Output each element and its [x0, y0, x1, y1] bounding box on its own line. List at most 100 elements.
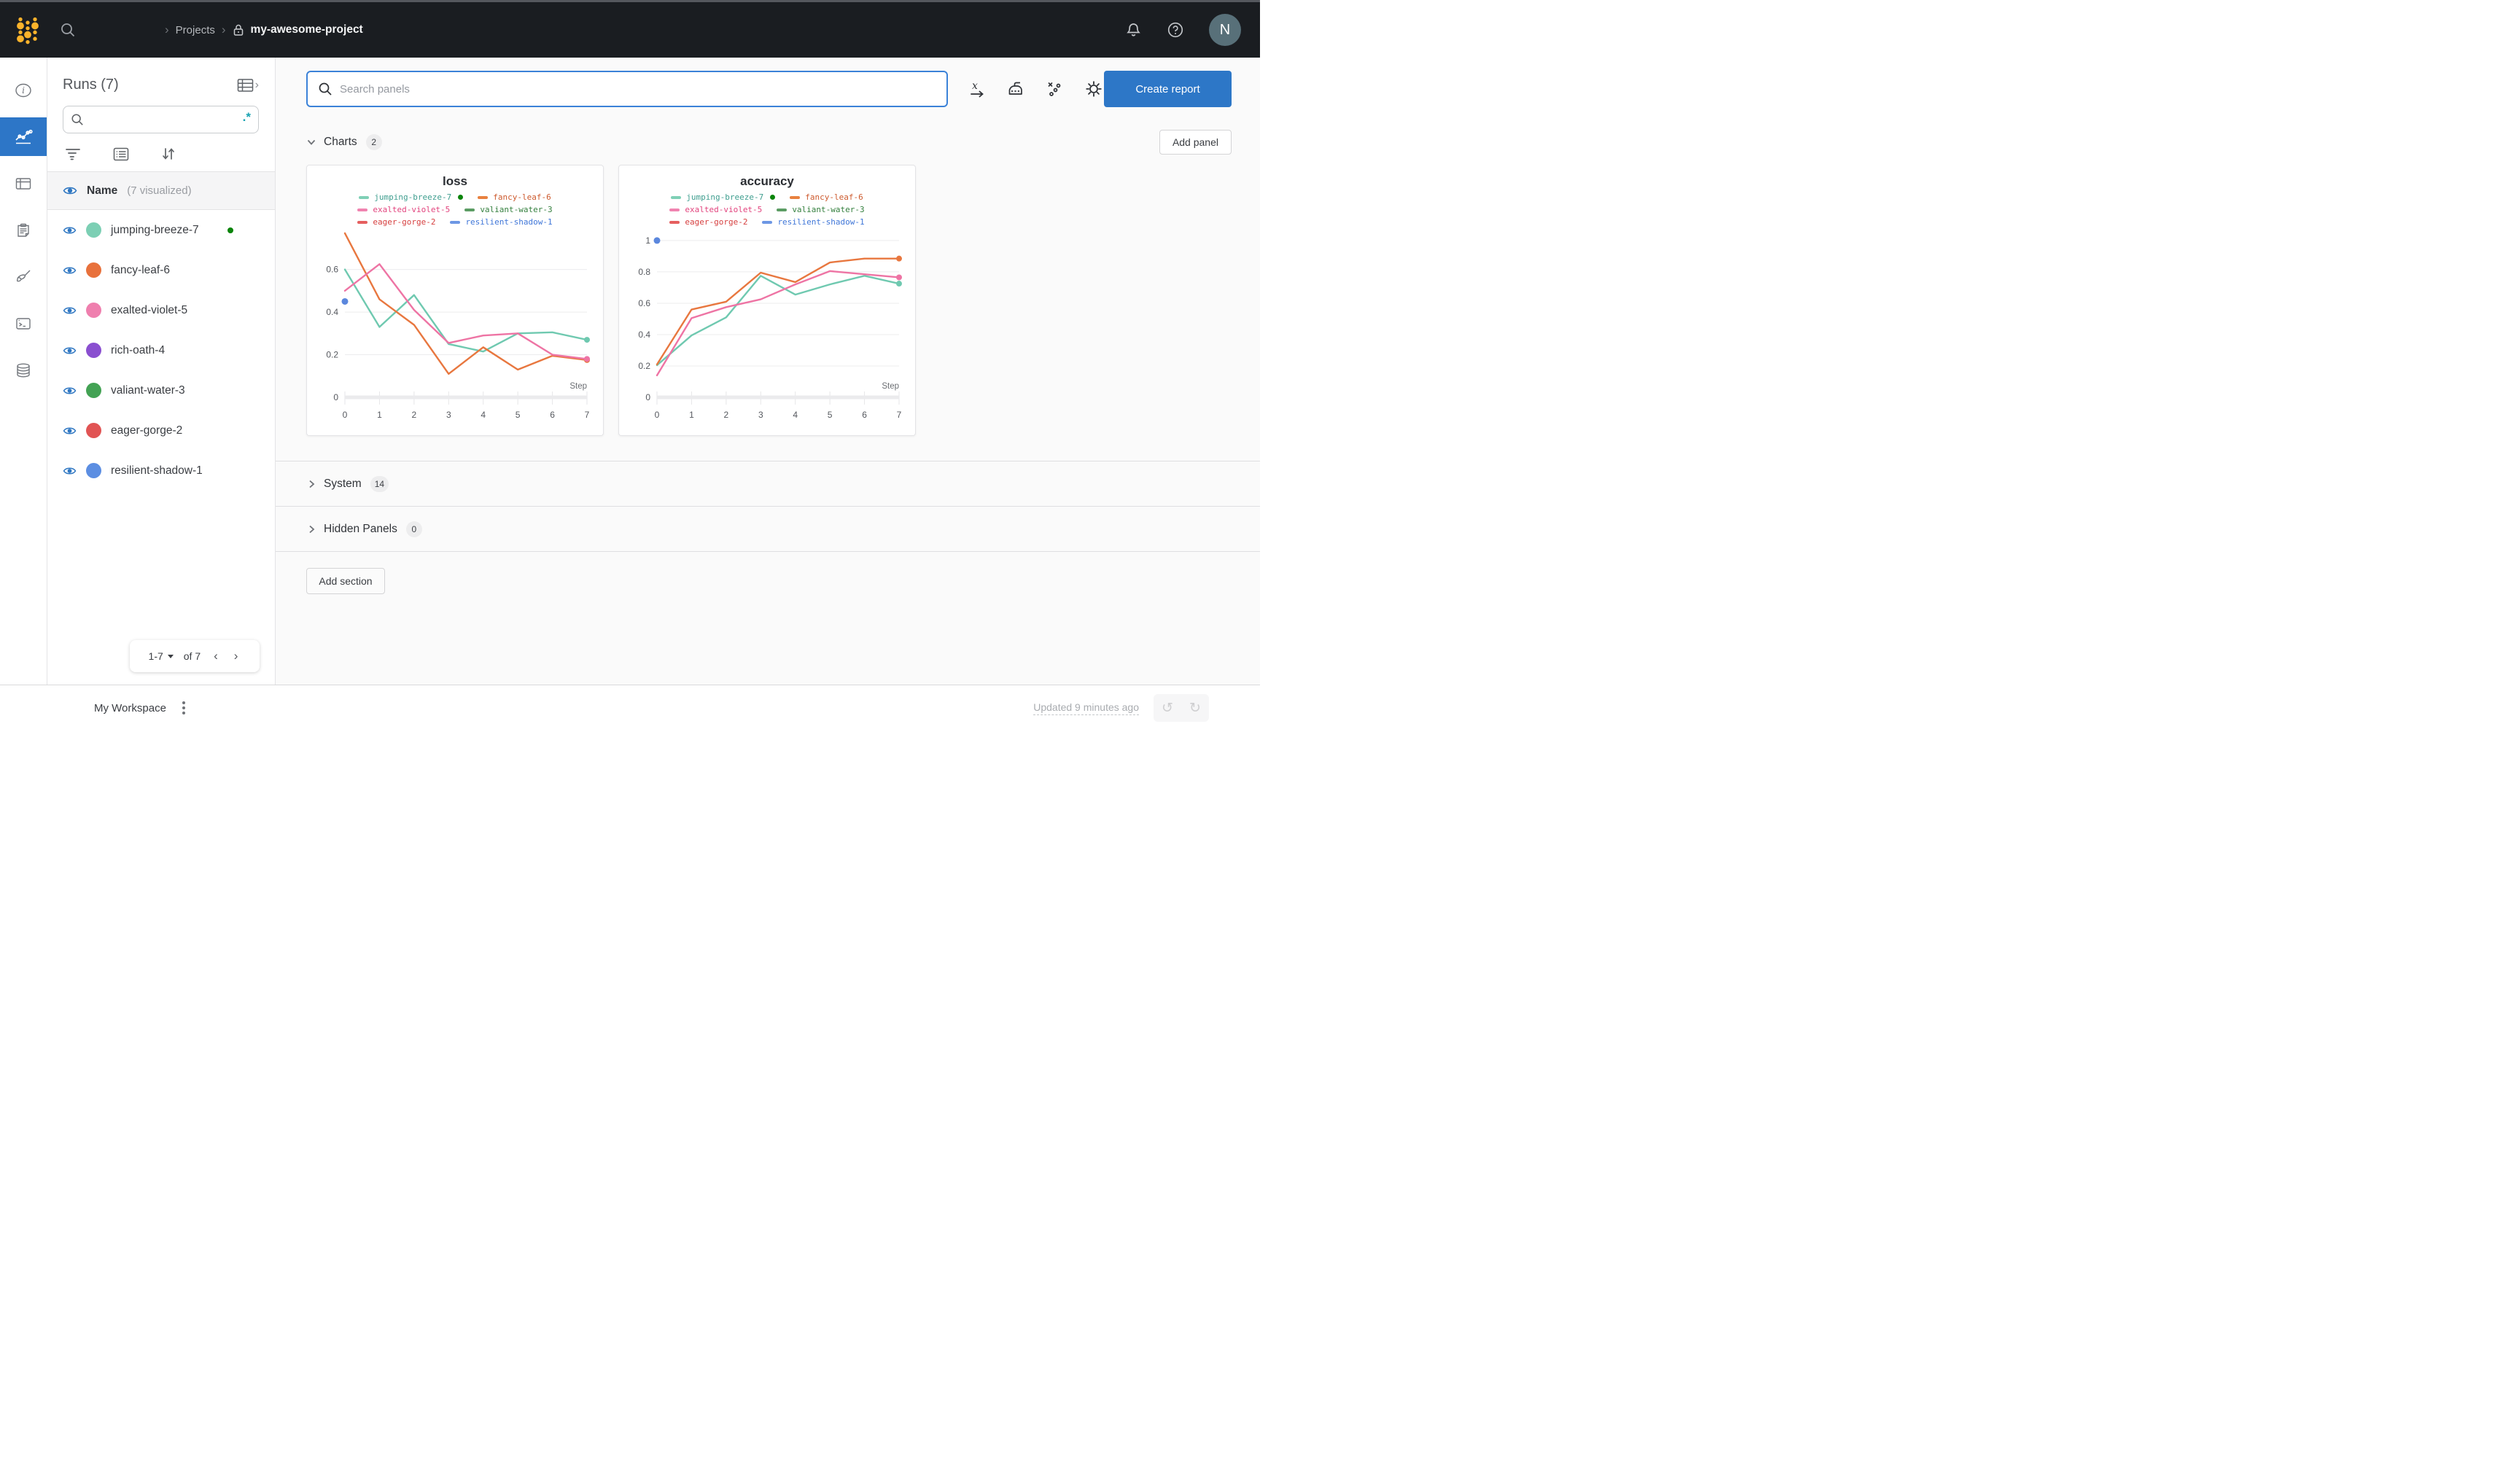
run-name[interactable]: fancy-leaf-6	[111, 263, 170, 276]
add-section-button[interactable]: Add section	[306, 568, 385, 594]
next-page-button[interactable]: ›	[233, 649, 238, 663]
rail-item-artifacts[interactable]	[0, 351, 47, 389]
rail-item-overview[interactable]: i	[0, 71, 47, 109]
legend-swatch-icon	[671, 195, 682, 199]
run-color-dot	[86, 463, 101, 478]
hidden-panels-section-label[interactable]: Hidden Panels	[324, 522, 397, 535]
panel-search-input[interactable]	[340, 82, 936, 96]
legend-entry: resilient-shadow-1	[450, 217, 553, 227]
bottom-bar: My Workspace Updated 9 minutes ago ↺ ↻	[0, 685, 1260, 730]
svg-text:6: 6	[550, 410, 555, 420]
undo-icon[interactable]: ↺	[1154, 694, 1181, 722]
chart-title: accuracy	[740, 174, 794, 188]
runs-search-input[interactable]	[90, 114, 243, 125]
run-row: rich-oath-4	[47, 330, 275, 370]
legend-entry: jumping-breeze-7	[359, 192, 464, 202]
dropdown-caret-icon	[167, 654, 174, 658]
run-name[interactable]: rich-oath-4	[111, 343, 166, 357]
filter-icon[interactable]	[65, 147, 81, 160]
run-name[interactable]: eager-gorge-2	[111, 424, 183, 437]
breadcrumb-projects-link[interactable]: Projects	[175, 23, 215, 36]
page-range-dropdown[interactable]: 1-7	[149, 650, 174, 662]
regex-toggle-icon[interactable]: .*	[242, 110, 251, 124]
lock-icon	[233, 23, 244, 36]
chart-panel-loss[interactable]: loss jumping-breeze-7 fancy-leaf-6 exalted-…	[306, 165, 604, 436]
visibility-all-eye-icon[interactable]	[63, 185, 77, 196]
chevron-right-icon[interactable]	[306, 524, 316, 534]
help-icon[interactable]	[1167, 21, 1184, 39]
svg-text:0: 0	[333, 392, 338, 402]
search-icon	[319, 82, 332, 96]
run-color-dot	[86, 423, 101, 438]
runs-sidebar: Runs (7) › .*	[47, 58, 276, 685]
hidden-panels-section-header: Hidden Panels 0	[276, 507, 1260, 551]
rail-item-table[interactable]	[0, 164, 47, 203]
rail-item-workspace[interactable]	[0, 117, 47, 156]
run-name[interactable]: valiant-water-3	[111, 383, 185, 397]
run-name[interactable]: exalted-violet-5	[111, 303, 188, 316]
smoothing-iron-icon[interactable]	[1007, 80, 1025, 98]
legend-swatch-icon	[357, 208, 368, 211]
group-list-icon[interactable]	[113, 147, 129, 161]
run-name[interactable]: resilient-shadow-1	[111, 464, 203, 477]
visualized-count-label: (7 visualized)	[127, 184, 192, 197]
legend-swatch-icon	[790, 195, 801, 199]
legend-entry: fancy-leaf-6	[790, 192, 863, 202]
visibility-eye-icon[interactable]	[63, 346, 77, 356]
visibility-eye-icon[interactable]	[63, 305, 77, 316]
breadcrumb-chevron: ›	[165, 23, 169, 36]
notifications-bell-icon[interactable]	[1125, 22, 1142, 39]
workspace-main: x	[276, 58, 1260, 685]
charts-section-label[interactable]: Charts	[324, 136, 357, 148]
workspace-toolbar: x	[306, 71, 1232, 107]
workspace-menu-kebab-icon[interactable]	[179, 698, 188, 717]
svg-text:Step: Step	[882, 382, 899, 391]
visibility-eye-icon[interactable]	[63, 466, 77, 476]
run-name[interactable]: jumping-breeze-7	[111, 223, 199, 236]
section-divider	[276, 551, 1260, 552]
chart-plot: 0 0.2 0.4 0.6 0 1 2 3 4 5 6 7 Step	[326, 232, 590, 420]
breadcrumb: › Projects › my-awesome-project	[165, 23, 363, 37]
chart-panel-accuracy[interactable]: accuracy jumping-breeze-7 fancy-leaf-6 exal…	[618, 165, 916, 436]
visibility-eye-icon[interactable]	[63, 386, 77, 396]
x-axis-settings-icon[interactable]: x	[968, 80, 987, 98]
breadcrumb-project-name[interactable]: my-awesome-project	[250, 23, 363, 36]
svg-text:7: 7	[897, 410, 902, 420]
svg-text:3: 3	[758, 410, 763, 420]
hidden-panels-count-badge: 0	[405, 521, 422, 537]
legend-label: fancy-leaf-6	[805, 192, 863, 202]
charts-section-header: Charts 2 Add panel	[306, 129, 1232, 155]
runs-table-icon	[237, 78, 253, 92]
run-list: jumping-breeze-7 fancy-leaf-6 exalted-vi…	[47, 210, 275, 491]
wandb-logo-icon[interactable]	[15, 15, 41, 44]
chart-legend: jumping-breeze-7 fancy-leaf-6 exalted-viol…	[316, 191, 594, 228]
prev-page-button[interactable]: ‹	[214, 649, 218, 663]
broom-icon	[16, 270, 30, 282]
svg-text:7: 7	[585, 410, 590, 420]
visibility-eye-icon[interactable]	[63, 225, 77, 235]
legend-label: jumping-breeze-7	[686, 192, 764, 202]
visibility-eye-icon[interactable]	[63, 265, 77, 276]
system-section-label[interactable]: System	[324, 477, 362, 490]
redo-icon[interactable]: ↻	[1181, 694, 1209, 722]
avatar[interactable]: N	[1209, 14, 1241, 46]
sort-icon[interactable]	[161, 147, 176, 161]
add-panel-button[interactable]: Add panel	[1159, 130, 1232, 155]
settings-gear-icon[interactable]	[1084, 79, 1103, 98]
outliers-scatter-icon[interactable]	[1046, 80, 1064, 98]
chevron-right-icon[interactable]	[306, 479, 316, 489]
expand-runs-table-button[interactable]: ›	[237, 78, 259, 93]
info-icon: i	[15, 83, 31, 97]
line-chart-icon	[15, 129, 33, 144]
create-report-button[interactable]: Create report	[1104, 71, 1232, 107]
global-search-icon[interactable]	[60, 22, 76, 38]
rail-item-logs[interactable]	[0, 211, 47, 249]
rail-item-terminal[interactable]	[0, 304, 47, 343]
runs-filter-row	[65, 147, 275, 161]
svg-text:2: 2	[724, 410, 729, 420]
chevron-down-icon[interactable]	[306, 137, 316, 147]
svg-text:0.2: 0.2	[638, 361, 650, 371]
rail-item-sweeps[interactable]	[0, 257, 47, 296]
visibility-eye-icon[interactable]	[63, 426, 77, 436]
runs-title: Runs (7)	[63, 77, 119, 93]
